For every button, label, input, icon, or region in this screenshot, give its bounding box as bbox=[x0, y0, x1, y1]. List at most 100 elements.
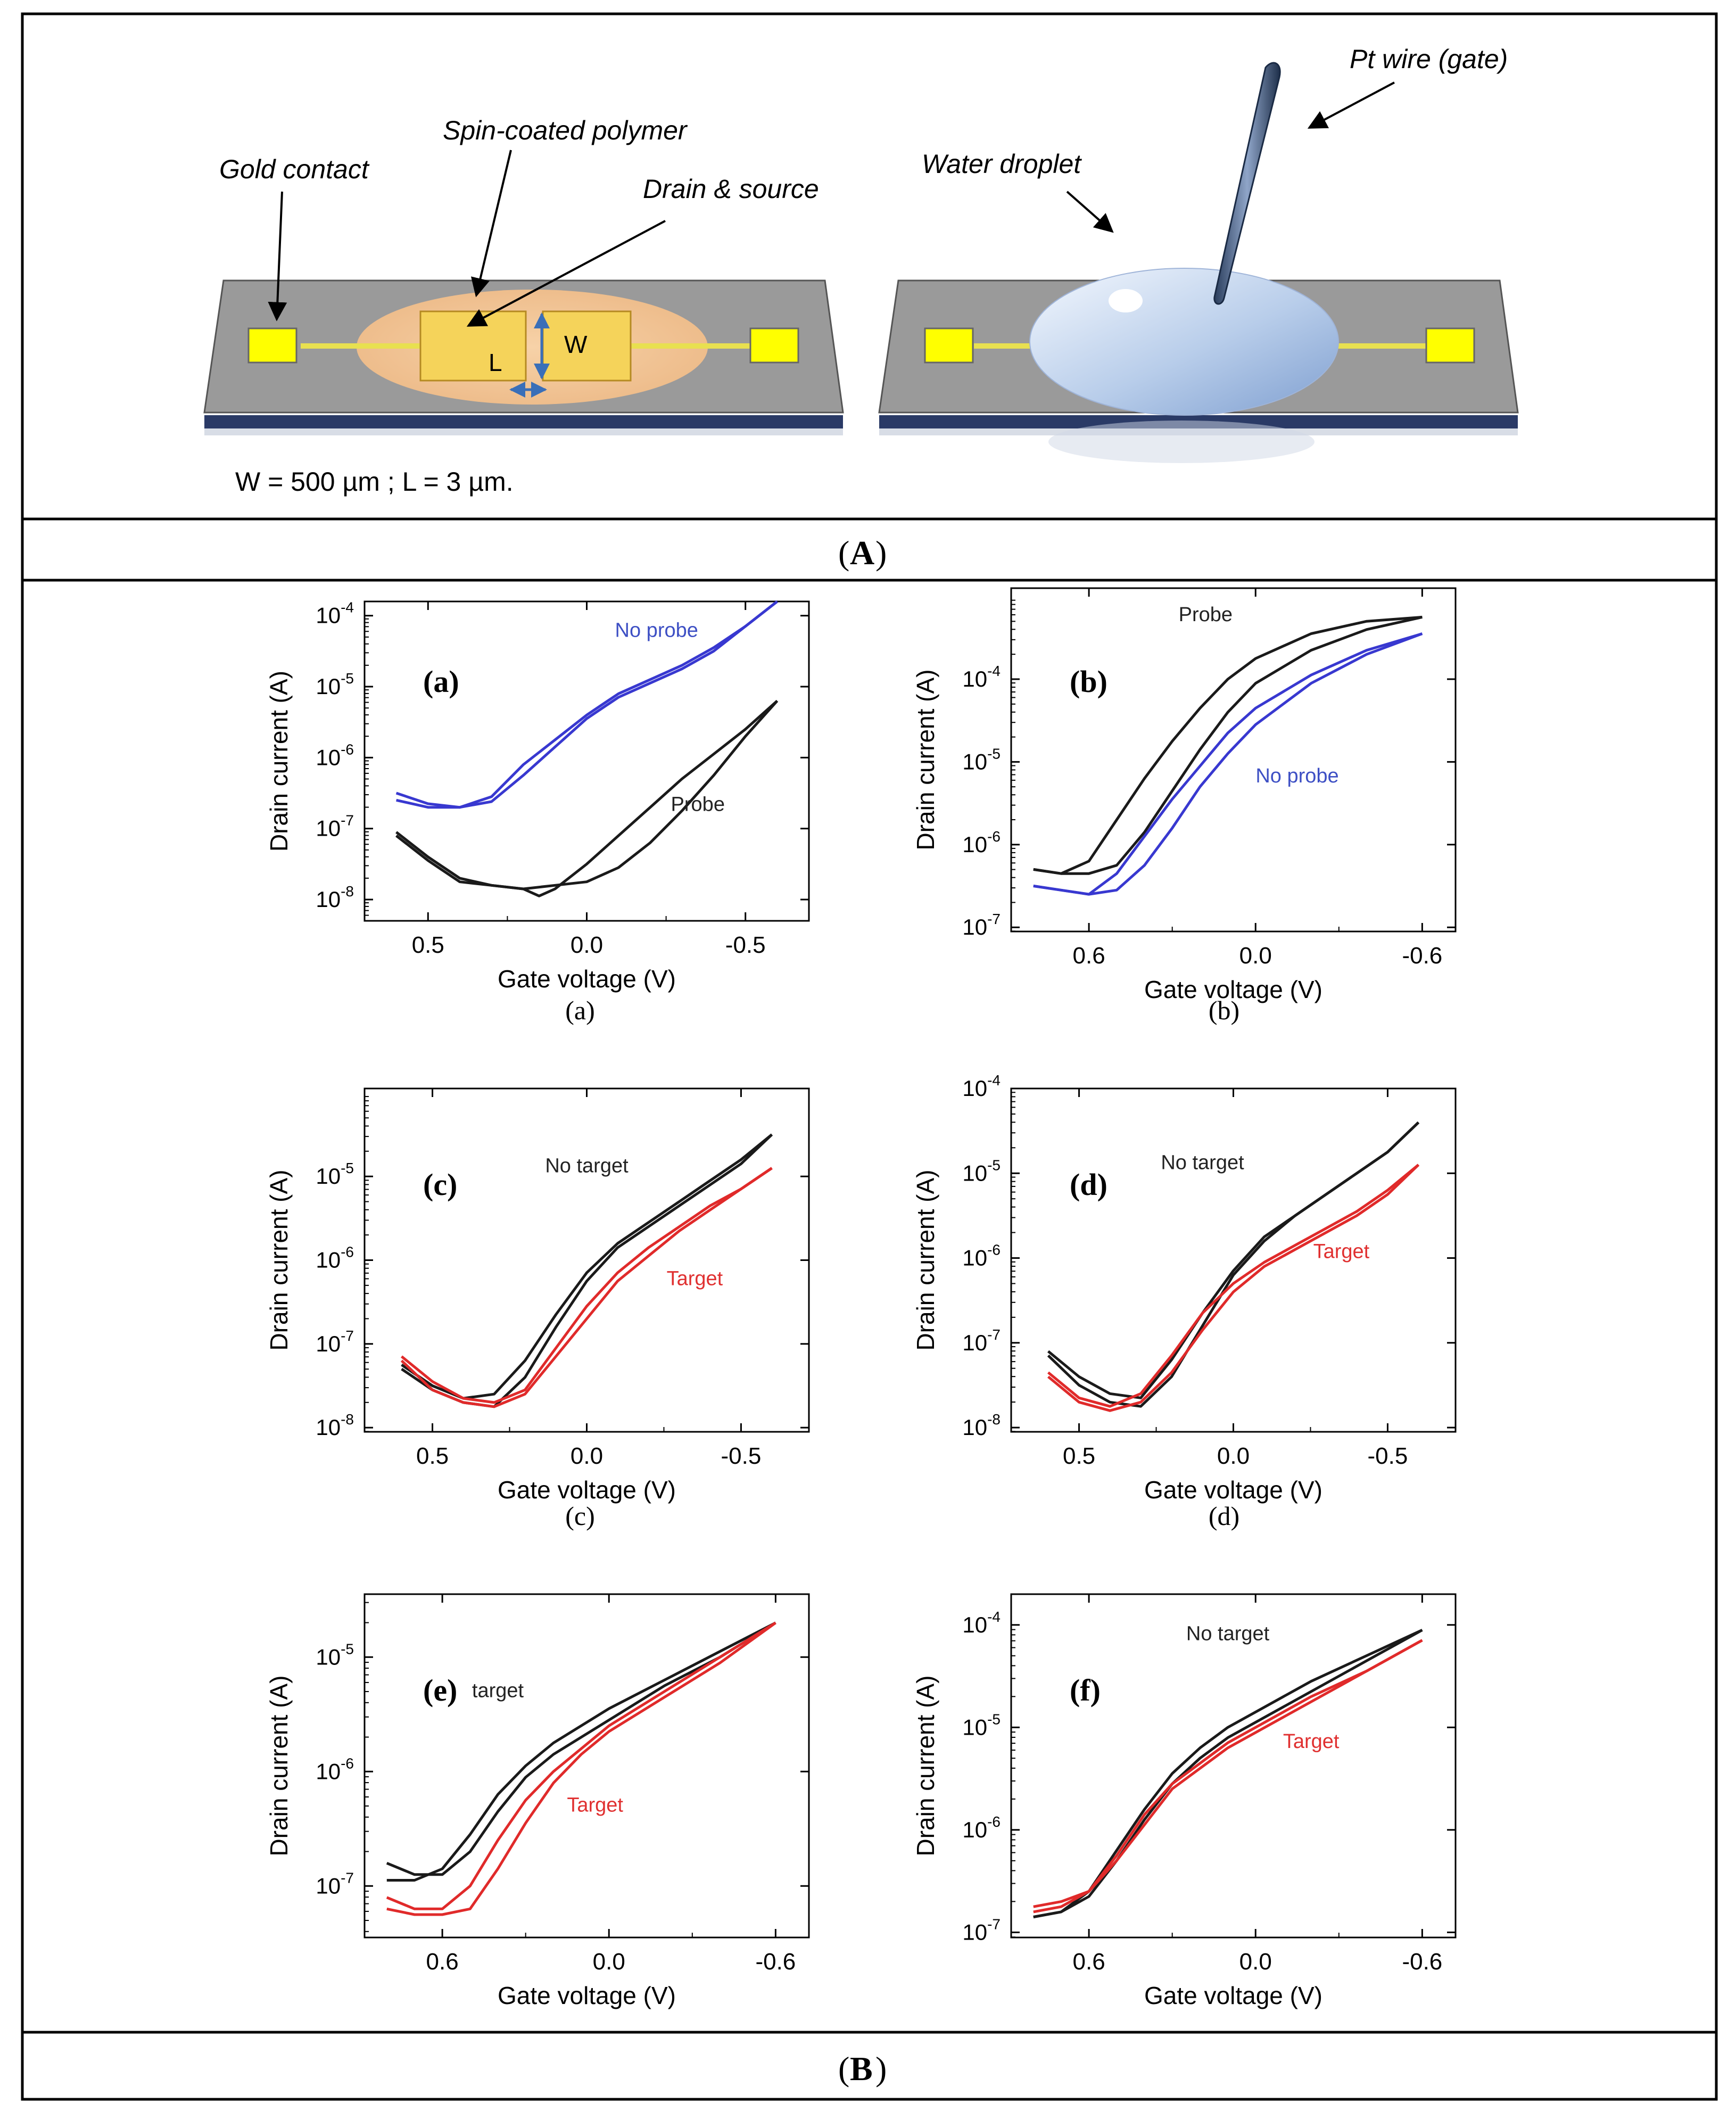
series-line-probe bbox=[1033, 615, 1423, 875]
series-annotation: Probe bbox=[1179, 604, 1233, 626]
y-tick-label: 10-5 bbox=[316, 670, 354, 699]
caption-A: ( A ) bbox=[838, 534, 887, 572]
x-tick-label: 0.0 bbox=[571, 932, 603, 958]
y-tick-label: 10-7 bbox=[316, 1869, 354, 1898]
charts-group: 0.5 0.0 -0.5 10-8 10-7 10-6 10-5 10-4 Gate volta… bbox=[265, 587, 1457, 2009]
caption-letter: A bbox=[850, 534, 874, 572]
series-line-no-target bbox=[1033, 1629, 1423, 1918]
y-tick-label: 10-7 bbox=[962, 1916, 1001, 1944]
gold-contact-pad-right bbox=[1425, 327, 1475, 364]
series-line-no-probe bbox=[1033, 632, 1423, 896]
y-axis-label: Drain current (A) bbox=[265, 671, 293, 852]
y-axis-label: Drain current (A) bbox=[912, 670, 939, 851]
series-annotation: Target bbox=[1283, 1730, 1340, 1753]
series-line-target bbox=[386, 1621, 776, 1916]
plot-frame bbox=[363, 1087, 810, 1433]
series-annotation: No target bbox=[1161, 1151, 1244, 1174]
x-tick-label: -0.6 bbox=[1402, 1949, 1442, 1975]
panel-label: (a) bbox=[423, 664, 459, 699]
device-diagram: L W Gold contact Spin-coated polymer Dra… bbox=[203, 44, 1519, 497]
x-axis-label: Gate voltage (V) bbox=[498, 1982, 676, 2009]
panel-caption: (b) bbox=[1209, 995, 1239, 1025]
x-tick-label: 0.5 bbox=[1063, 1443, 1095, 1469]
device-right bbox=[878, 62, 1519, 463]
x-tick-label: -0.6 bbox=[755, 1949, 796, 1975]
x-axis-label: Gate voltage (V) bbox=[498, 1476, 676, 1504]
x-tick-label: 0.0 bbox=[1239, 943, 1272, 969]
y-tick-label: 10-6 bbox=[316, 741, 354, 770]
y-tick-label: 10-5 bbox=[962, 1711, 1001, 1739]
series-line-no-probe bbox=[396, 600, 778, 809]
plot-frame bbox=[1010, 587, 1457, 933]
y-tick-label: 10-5 bbox=[316, 1640, 354, 1669]
arrow-gold-contact bbox=[268, 191, 287, 321]
gold-contact-pad-left bbox=[924, 327, 974, 364]
caption-B: ( B ) bbox=[838, 2050, 887, 2088]
arrow-pt-wire bbox=[1307, 81, 1395, 129]
y-tick-label: 10-6 bbox=[316, 1755, 354, 1784]
label-gold-contact: Gold contact bbox=[219, 154, 370, 184]
caption-letter: B bbox=[850, 2050, 873, 2088]
water-droplet bbox=[1029, 268, 1339, 416]
series-annotation: Target bbox=[667, 1268, 723, 1290]
y-tick-label: 10-7 bbox=[316, 812, 354, 841]
y-tick-label: 10-4 bbox=[316, 599, 354, 628]
label-water-droplet: Water droplet bbox=[922, 149, 1082, 179]
y-tick-label: 10-8 bbox=[316, 1411, 354, 1440]
plot-frame bbox=[1010, 1087, 1457, 1433]
y-tick-label: 10-8 bbox=[962, 1411, 1001, 1440]
chart-c: 0.5 0.0 -0.5 10-8 10-7 10-6 10-5 Gate voltage (… bbox=[265, 1087, 810, 1531]
label-pt-wire: Pt wire (gate) bbox=[1350, 44, 1508, 74]
series-annotation: No probe bbox=[1255, 765, 1338, 787]
x-tick-label: 0.6 bbox=[426, 1949, 459, 1975]
x-tick-label: 0.0 bbox=[593, 1949, 625, 1975]
x-axis-label: Gate voltage (V) bbox=[1144, 976, 1322, 1003]
pt-wire-gate bbox=[1213, 62, 1281, 305]
label-dimensions: W = 500 µm ; L = 3 µm. bbox=[235, 467, 514, 497]
x-tick-label: -0.5 bbox=[725, 932, 766, 958]
panel-label: (d) bbox=[1070, 1167, 1107, 1202]
droplet-highlight bbox=[1109, 289, 1143, 312]
series-annotation: No target bbox=[545, 1155, 629, 1177]
caption-paren-open: ( bbox=[838, 2050, 849, 2088]
panel-caption: (a) bbox=[565, 995, 595, 1025]
y-tick-label: 10-7 bbox=[962, 911, 1001, 939]
x-tick-label: -0.6 bbox=[1402, 943, 1442, 969]
arrow-drain-source bbox=[466, 220, 666, 327]
x-axis-label: Gate voltage (V) bbox=[498, 965, 676, 993]
panel-caption: (d) bbox=[1209, 1501, 1239, 1531]
panel-caption: (c) bbox=[565, 1501, 595, 1531]
series-line-no-target bbox=[1047, 1121, 1420, 1408]
y-axis-label: Drain current (A) bbox=[265, 1170, 293, 1351]
chart-f: 0.6 0.0 -0.6 10-7 10-6 10-5 10-4 Gate voltage (… bbox=[912, 1593, 1457, 2009]
series-annotation: No probe bbox=[615, 620, 698, 642]
y-tick-label: 10-7 bbox=[316, 1327, 354, 1356]
device-left: L W bbox=[203, 279, 844, 435]
series-annotation: No target bbox=[1186, 1623, 1270, 1645]
figure-frame bbox=[21, 12, 1718, 2101]
series-line-target bbox=[386, 1621, 776, 1910]
substrate-edge bbox=[204, 415, 843, 428]
x-tick-label: 0.0 bbox=[1217, 1443, 1250, 1469]
series-line-target bbox=[386, 1621, 776, 1882]
series-line-target bbox=[1047, 1164, 1420, 1412]
y-tick-label: 10-6 bbox=[962, 828, 1001, 857]
label-L: L bbox=[489, 349, 502, 376]
y-tick-label: 10-8 bbox=[316, 883, 354, 912]
chart-e: 0.6 0.0 -0.6 10-7 10-6 10-5 Gate voltage (V) Dr… bbox=[265, 1593, 810, 2009]
label-spin-coated: Spin-coated polymer bbox=[443, 116, 688, 145]
gold-contact-pad-left bbox=[247, 327, 297, 364]
x-tick-label: 0.6 bbox=[1073, 943, 1105, 969]
series-annotation: Target bbox=[567, 1794, 623, 1817]
x-tick-label: 0.0 bbox=[571, 1443, 603, 1469]
series-line-target bbox=[386, 1621, 776, 1876]
y-tick-label: 10-6 bbox=[316, 1244, 354, 1273]
series-annotation: target bbox=[472, 1680, 524, 1702]
y-axis-label: Drain current (A) bbox=[265, 1676, 293, 1857]
x-tick-label: -0.5 bbox=[1368, 1443, 1408, 1469]
label-drain-source: Drain & source bbox=[643, 174, 819, 204]
chart-b: 0.6 0.0 -0.6 10-7 10-6 10-5 10-4 Gate voltage (… bbox=[912, 587, 1457, 1025]
source-electrode bbox=[542, 310, 632, 382]
caption-paren-close: ) bbox=[875, 2050, 887, 2088]
